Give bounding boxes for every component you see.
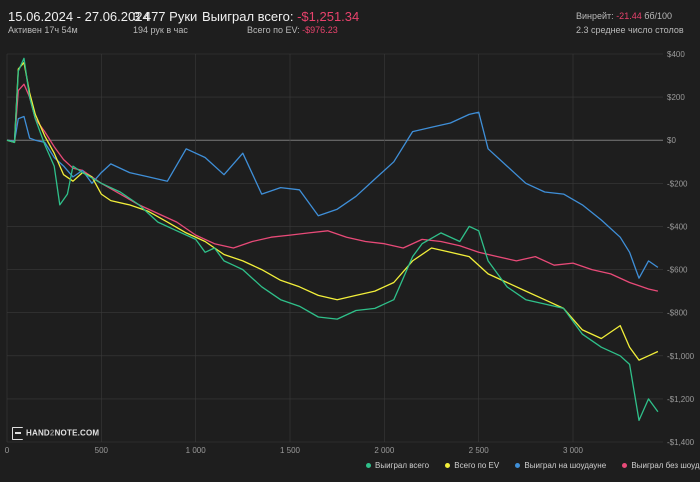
date-range: 15.06.2024 - 27.06.2024 — [8, 9, 150, 24]
ev-label: Всего по EV: — [247, 25, 300, 35]
x-tick-label: 3 000 — [563, 446, 584, 455]
x-tick-label: 0 — [5, 446, 10, 455]
chart-legend: Выиграл всего Всего по EV Выиграл на шоу… — [366, 461, 700, 470]
y-tick-label: $0 — [667, 136, 676, 145]
chart-header: 15.06.2024 - 27.06.2024 Активен 17ч 54м … — [0, 0, 700, 40]
grid — [6, 53, 663, 443]
y-tick-label: $400 — [667, 50, 685, 59]
won-label: Выиграл всего: — [202, 9, 294, 24]
y-axis-ticks: $400 $200 $0 -$200 -$400 -$600 -$800 -$1,000 -$1… — [667, 50, 695, 447]
logo-text-pre: HAND — [26, 428, 50, 438]
hands-per-hour: 194 рук в час — [133, 25, 188, 35]
profit-chart: $400 $200 $0 -$200 -$400 -$600 -$800 -$1,000 -$1… — [5, 50, 695, 455]
y-tick-label: -$400 — [667, 222, 688, 231]
legend-label-showdown: Выиграл на шоудауне — [524, 461, 607, 470]
series-line-showdown — [6, 111, 659, 279]
logo-text-post: NOTE.COM — [54, 428, 100, 438]
series-line-nonshowdown — [6, 83, 659, 292]
won-total: Выиграл всего: -$1,251.34 — [202, 9, 359, 24]
legend-item-nonshowdown[interactable]: Выиграл без шоудауна — [622, 461, 700, 470]
legend-dot-showdown — [515, 463, 521, 469]
y-tick-label: $200 — [667, 93, 685, 102]
x-tick-label: 1 000 — [186, 446, 207, 455]
legend-dot-won — [366, 463, 371, 469]
x-axis-ticks: 0 500 1 000 1 500 2 000 2 500 3 000 — [5, 446, 584, 455]
winrate: Винрейт: -21.44 бб/100 — [576, 11, 672, 21]
x-tick-label: 2 000 — [374, 446, 395, 455]
legend-item-ev[interactable]: Всего по EV — [445, 461, 499, 470]
winrate-value: -21.44 — [616, 11, 642, 21]
y-tick-label: -$1,200 — [667, 395, 695, 404]
winrate-unit: бб/100 — [644, 11, 673, 21]
ev-total: Всего по EV: -$976.23 — [247, 25, 338, 35]
legend-label-won: Выиграл всего — [375, 461, 430, 470]
series-lines — [6, 57, 659, 422]
winrate-label: Винрейт: — [576, 11, 614, 21]
logo-text-two: 2 — [49, 428, 55, 438]
y-tick-label: -$200 — [667, 179, 688, 188]
legend-dot-nonshowdown — [622, 463, 628, 469]
y-tick-label: -$1,000 — [667, 352, 695, 361]
y-tick-label: -$600 — [667, 266, 688, 275]
series-line-won — [6, 57, 659, 422]
legend-item-showdown[interactable]: Выиграл на шоудауне — [515, 461, 606, 470]
x-tick-label: 500 — [95, 446, 109, 455]
series-line-ev — [6, 61, 659, 361]
x-tick-label: 2 500 — [469, 446, 490, 455]
legend-dot-ev — [445, 463, 451, 469]
ev-value: -$976.23 — [302, 25, 338, 35]
y-tick-label: -$1,400 — [667, 438, 695, 447]
y-tick-label: -$800 — [667, 309, 688, 318]
x-tick-label: 1 500 — [280, 446, 301, 455]
hand2note-logo-mark — [12, 427, 23, 440]
legend-label-nonshowdown: Выиграл без шоудауна — [631, 461, 700, 470]
legend-label-ev: Всего по EV — [454, 461, 500, 470]
won-value: -$1,251.34 — [297, 9, 360, 24]
active-time: Активен 17ч 54м — [8, 25, 78, 35]
hand2note-logo: HAND2NOTE.COM — [12, 427, 99, 440]
avg-tables: 2.3 среднее число столов — [576, 25, 684, 35]
legend-item-won[interactable]: Выиграл всего — [366, 461, 429, 470]
hands-count: 3 477 Руки — [133, 9, 198, 24]
